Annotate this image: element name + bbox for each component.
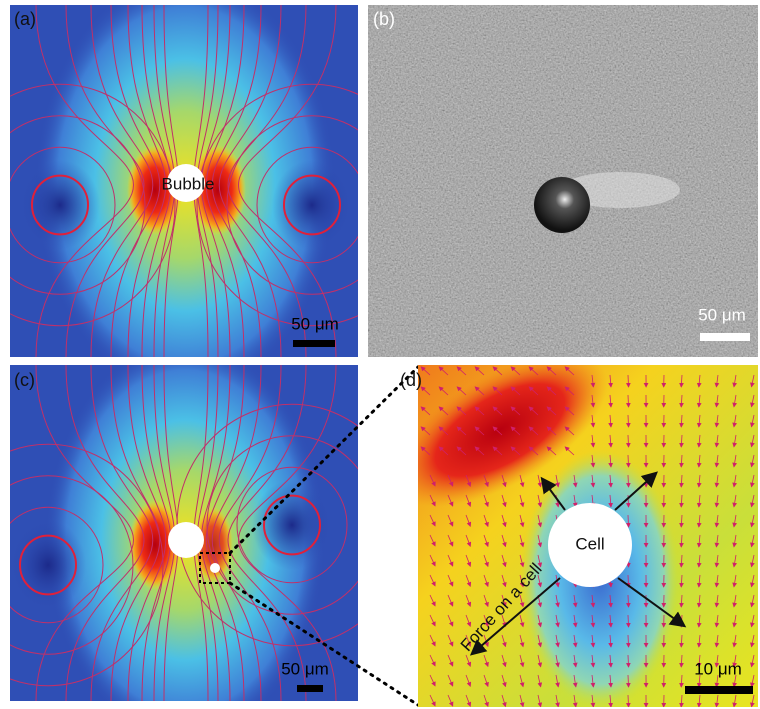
scale-bar [685,686,753,694]
panel-label: (a) [14,9,36,29]
panel-b [368,5,758,357]
vector-arrow [628,415,629,427]
vector-arrow [628,455,629,467]
cold-lobe [10,520,86,610]
vector-arrow [628,675,629,687]
vector-arrow [628,635,629,647]
panel-a [0,0,427,395]
scale-label: 50 μm [698,305,746,324]
panel-label: (d) [400,370,422,390]
panel-d [369,322,758,709]
scale-label: 50 μm [281,659,329,678]
panel-label: (c) [14,370,35,390]
panel-c [0,340,407,709]
bubble [168,522,204,558]
bubble-label: Bubble [162,174,215,193]
vector-arrow [628,475,629,487]
cell-label: Cell [575,534,604,553]
vector-arrow [628,595,629,607]
vector-arrow [628,615,629,627]
vector-arrow [628,375,629,387]
scale-bar [700,333,750,341]
vector-arrow [628,515,629,527]
vector-arrow [628,655,629,667]
scale-bar [293,340,335,347]
scale-bar [297,685,323,692]
bubble [534,177,590,233]
vector-arrow [628,435,629,447]
scale-label: 10 μm [694,659,742,678]
vector-arrow [628,395,629,407]
scale-label: 50 μm [291,314,339,333]
figure: (a) Bubble 50 μm (b) 50 μm (c) 50 μm [0,0,760,709]
cell [210,563,220,573]
vector-arrow [628,695,629,707]
panel-label: (b) [373,9,395,29]
